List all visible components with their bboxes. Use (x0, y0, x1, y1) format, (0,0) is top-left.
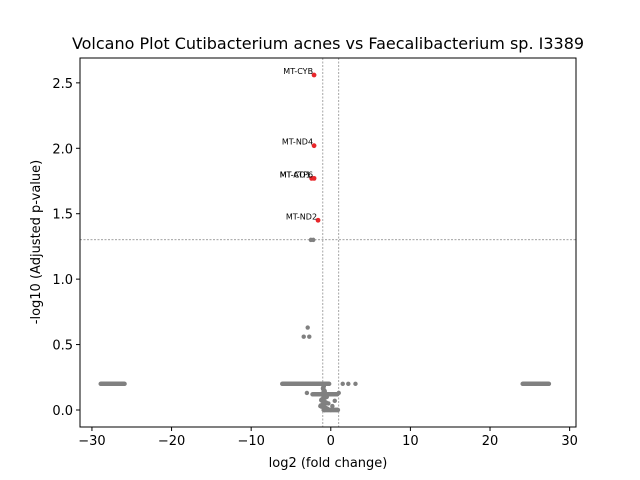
data-point (353, 381, 358, 387)
y-tick-label: 0.0 (52, 404, 73, 419)
data-point (122, 381, 127, 387)
plot-frame (79, 57, 577, 428)
y-axis-ticks: 0.0 0.5 1.0 1.5 2.0 2.5 (52, 77, 80, 419)
gene-label: MT-ND4 (282, 138, 313, 147)
significant-point (315, 217, 321, 223)
x-tick-label: −20 (158, 434, 185, 449)
significant-point (311, 175, 317, 181)
x-tick-label: 0 (327, 434, 335, 449)
chart-title: Volcano Plot Cutibacterium acnes vs Faec… (72, 34, 584, 53)
data-point (305, 325, 310, 330)
x-tick-label: 30 (561, 434, 578, 449)
significant-point (311, 72, 317, 78)
x-tick-label: −10 (237, 434, 264, 449)
y-tick-label: 2.5 (52, 77, 73, 92)
significant-points (309, 72, 321, 223)
data-point (546, 381, 552, 387)
data-point (328, 407, 333, 413)
data-point (326, 381, 332, 387)
plot-area (80, 58, 576, 427)
data-point (330, 403, 335, 409)
data-point (307, 334, 312, 339)
data-point (301, 334, 306, 339)
y-axis-label: -log10 (Adjusted p-value) (29, 160, 44, 324)
data-point (346, 381, 351, 387)
data-point (336, 390, 341, 396)
data-point (326, 401, 331, 406)
gene-label: MT-ND2 (286, 212, 317, 221)
data-point (322, 407, 327, 413)
data-point (332, 398, 337, 404)
x-tick-label: 20 (482, 434, 499, 449)
data-point (304, 390, 310, 396)
gene-label: MT-CO1 (280, 170, 311, 179)
background-points (98, 237, 552, 413)
x-tick-label: −30 (78, 434, 105, 449)
data-point (340, 381, 345, 387)
data-point (324, 394, 330, 400)
y-tick-label: 0.5 (52, 339, 73, 354)
data-point (311, 237, 316, 243)
x-axis-label: log2 (fold change) (269, 456, 388, 471)
y-tick-label: 2.0 (52, 142, 73, 157)
gene-label: MT-CYB (283, 67, 313, 76)
y-tick-label: 1.5 (52, 208, 73, 223)
x-tick-label: 10 (402, 434, 419, 449)
significant-point (311, 143, 317, 149)
gene-label: MT-ATP6 (280, 170, 313, 179)
threshold-lines (80, 58, 576, 427)
x-axis-ticks: −30 −20 −10 0 10 20 30 (78, 427, 578, 449)
data-point (334, 407, 340, 413)
y-tick-label: 1.0 (52, 273, 73, 288)
